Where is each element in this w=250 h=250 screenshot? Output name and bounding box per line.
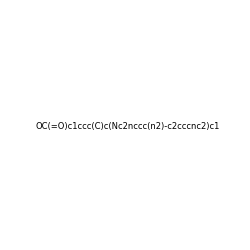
Text: OC(=O)c1ccc(C)c(Nc2nccc(n2)-c2cccnc2)c1: OC(=O)c1ccc(C)c(Nc2nccc(n2)-c2cccnc2)c1 — [36, 122, 220, 131]
